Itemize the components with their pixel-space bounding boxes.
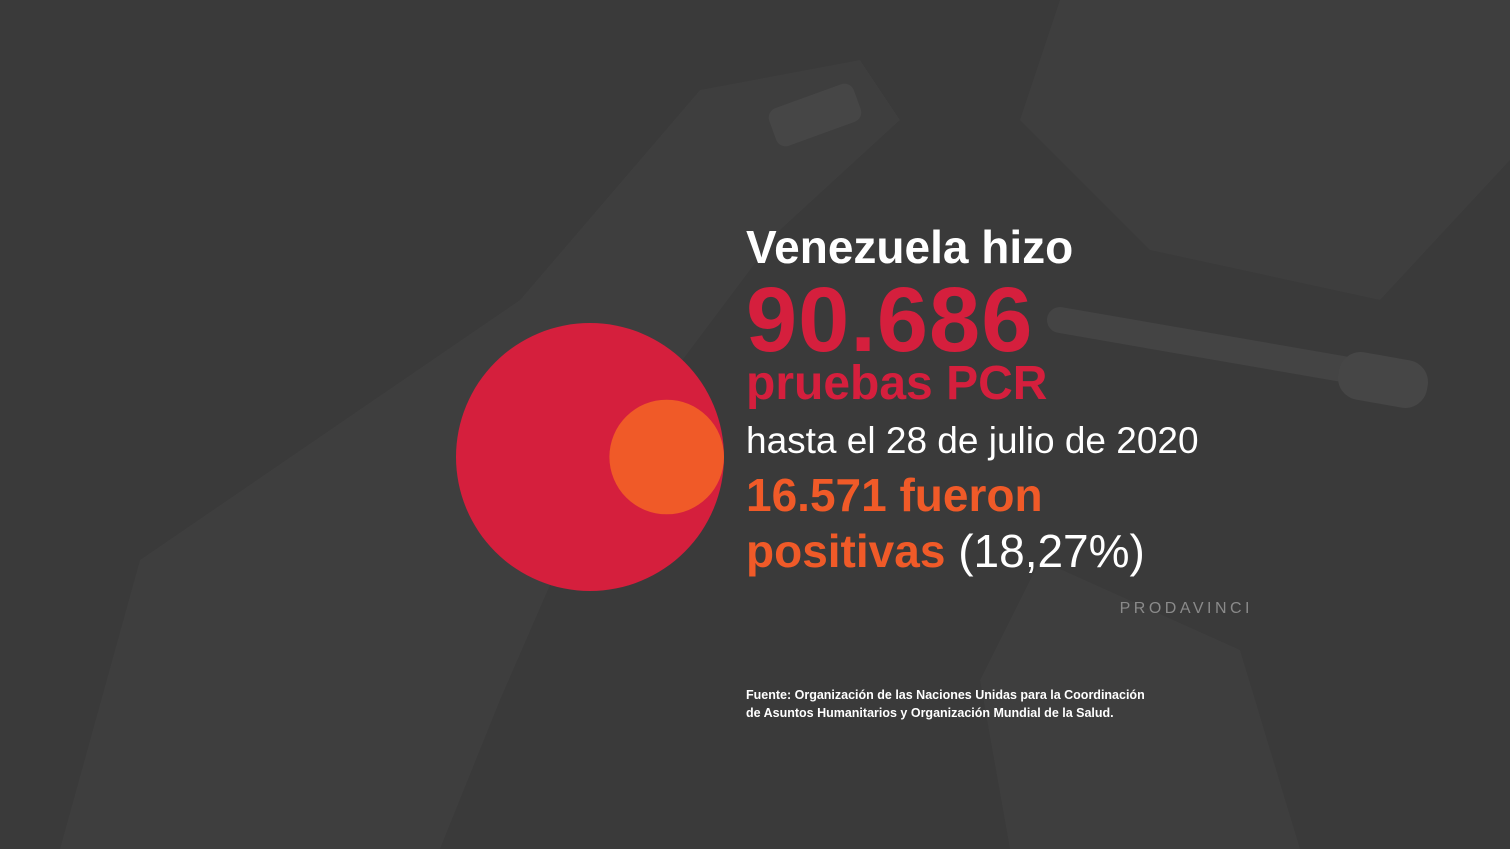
date-line: hasta el 28 de julio de 2020 — [746, 420, 1199, 461]
headline-block: Venezuela hizo 90.686 pruebas PCR hasta … — [746, 218, 1446, 578]
positives-line-1: 16.571 fueron — [746, 469, 1043, 521]
positives-word: positivas — [746, 525, 946, 577]
intro-text: Venezuela hizo — [746, 221, 1074, 273]
source-line-1: Fuente: Organización de las Naciones Uni… — [746, 688, 1145, 702]
total-tests-circle — [456, 323, 724, 591]
positives-line-2: positivas (18,27%) — [746, 524, 1446, 578]
positive-tests-circle — [609, 399, 724, 515]
total-tests-number: 90.686 — [746, 269, 1034, 371]
percent-text: (18,27%) — [958, 525, 1145, 577]
source-line-2: de Asuntos Humanitarios y Organización M… — [746, 706, 1114, 720]
brand-logo: PRODAVINCI — [1119, 600, 1253, 617]
unit-label: pruebas PCR — [746, 357, 1048, 410]
source-note: Fuente: Organización de las Naciones Uni… — [746, 686, 1216, 722]
